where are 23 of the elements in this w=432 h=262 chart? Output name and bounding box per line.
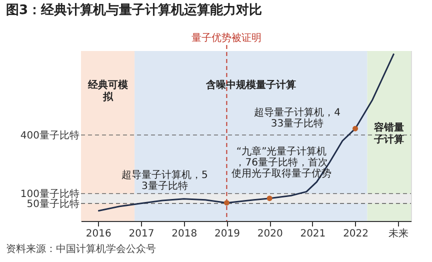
ref-line-label: 量子优势被证明: [192, 32, 262, 44]
point: [352, 126, 358, 132]
x-tick-label: 2017: [128, 228, 154, 240]
band-label: 含噪中规模量子计算: [204, 79, 296, 91]
line-series: [97, 52, 395, 212]
point: [266, 196, 272, 202]
chart-title: 图3：经典计算机与量子计算机运算能力对比: [6, 2, 262, 18]
annotation: 超导量子计算机，433量子比特: [254, 106, 340, 130]
text: 资料来源：中国计算机学会公众号: [6, 243, 156, 255]
x-tick-label: 2020: [257, 228, 283, 240]
x-tick-label: 2019: [214, 228, 240, 240]
annotation: “九章”光量子计算机，76量子比特，首次使用光子取得量子优势: [232, 145, 332, 180]
band-label: 容错量子计算: [373, 122, 404, 146]
x-tick-label: 2021: [300, 228, 326, 240]
annotation: 超导量子计算机，53量子比特: [122, 168, 208, 192]
point: [224, 200, 230, 206]
y-tick-label: 50量子比特: [26, 198, 80, 210]
x-tick-label: 2016: [86, 228, 112, 240]
x-tick-label: 2022: [343, 228, 369, 240]
y-tick-label: 400量子比特: [20, 130, 80, 142]
x-tick-label: 2018: [172, 228, 198, 240]
x-tick-label: 未来: [388, 228, 409, 240]
band-label: 经典可模拟: [86, 79, 129, 103]
